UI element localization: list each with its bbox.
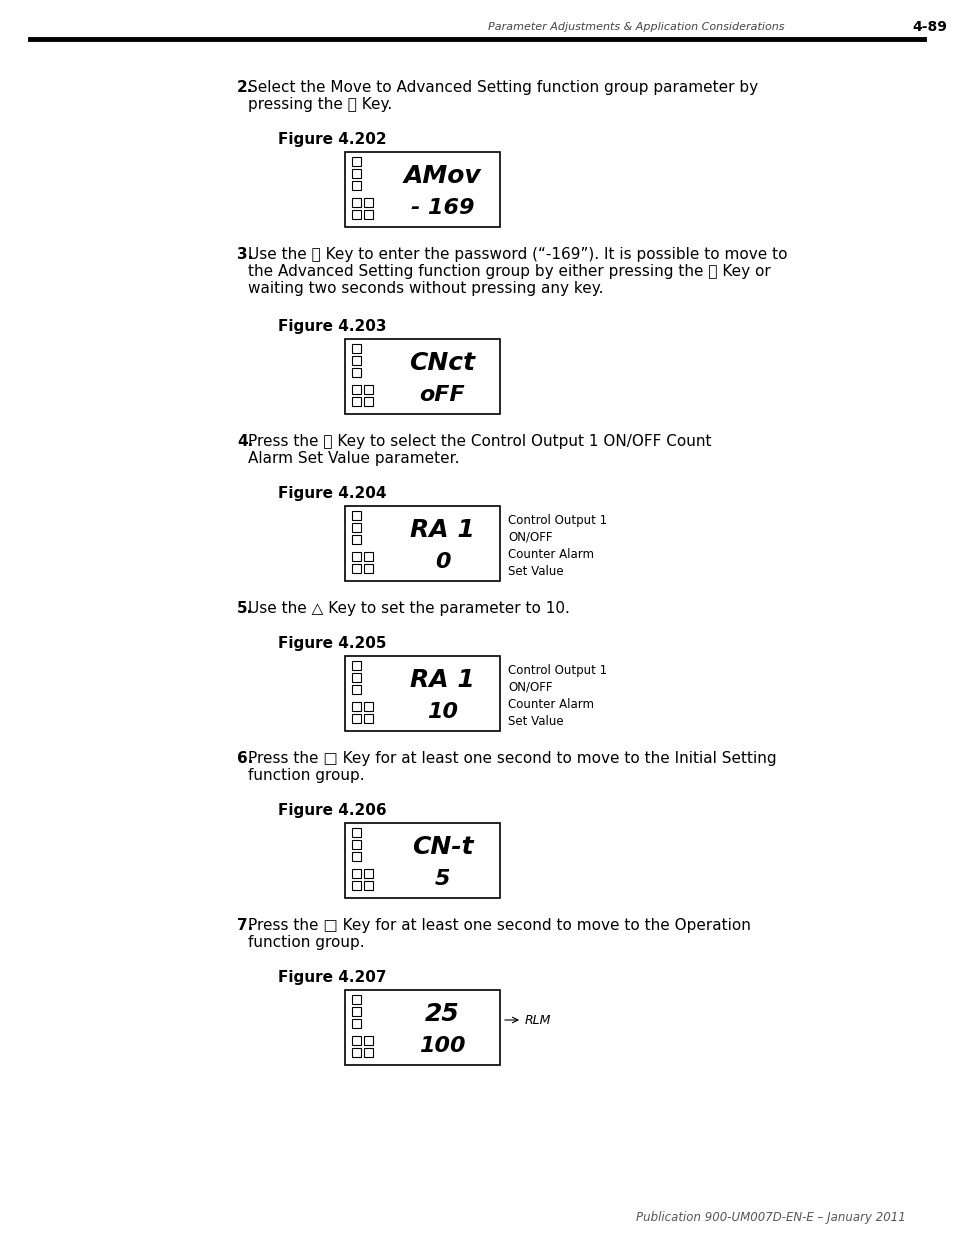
Text: 0: 0 <box>435 552 450 572</box>
Text: RLM: RLM <box>524 1014 551 1026</box>
Bar <box>352 169 360 178</box>
Text: Select the Move to Advanced Setting function group parameter by: Select the Move to Advanced Setting func… <box>248 80 758 95</box>
Bar <box>352 345 360 353</box>
Bar <box>364 210 373 219</box>
Bar <box>352 1019 360 1028</box>
Text: 6.: 6. <box>236 751 253 766</box>
Text: Figure 4.206: Figure 4.206 <box>277 803 386 818</box>
Text: CNct: CNct <box>409 351 475 375</box>
Text: 4.: 4. <box>236 433 253 450</box>
Bar <box>352 852 360 861</box>
Bar <box>352 396 360 406</box>
Text: 4-89: 4-89 <box>911 20 946 35</box>
Text: Press the □ Key for at least one second to move to the Initial Setting: Press the □ Key for at least one second … <box>248 751 776 766</box>
Bar <box>364 198 373 207</box>
Text: Figure 4.202: Figure 4.202 <box>277 132 386 147</box>
Bar <box>352 1036 360 1045</box>
Bar <box>352 701 360 711</box>
Text: oFF: oFF <box>419 385 465 405</box>
Bar <box>352 198 360 207</box>
Text: Use the △ Key to set the parameter to 10.: Use the △ Key to set the parameter to 10… <box>248 601 569 616</box>
Text: Publication 900-UM007D-EN-E – January 2011: Publication 900-UM007D-EN-E – January 20… <box>636 1210 904 1224</box>
Text: Alarm Set Value parameter.: Alarm Set Value parameter. <box>248 451 459 466</box>
Bar <box>352 385 360 394</box>
Bar <box>364 1049 373 1057</box>
Bar <box>352 661 360 671</box>
Bar <box>364 701 373 711</box>
Text: Control Output 1
ON/OFF
Counter Alarm
Set Value: Control Output 1 ON/OFF Counter Alarm Se… <box>507 514 606 578</box>
Text: Figure 4.207: Figure 4.207 <box>277 969 386 986</box>
Text: 7.: 7. <box>236 918 253 932</box>
Bar <box>364 1036 373 1045</box>
Text: Figure 4.204: Figure 4.204 <box>277 487 386 501</box>
Bar <box>352 685 360 694</box>
Bar <box>345 823 499 898</box>
Text: 25: 25 <box>425 1002 459 1026</box>
Text: Figure 4.203: Figure 4.203 <box>277 319 386 333</box>
Bar <box>352 564 360 573</box>
Text: Press the □ Key for at least one second to move to the Operation: Press the □ Key for at least one second … <box>248 918 750 932</box>
Text: 2.: 2. <box>236 80 253 95</box>
Text: pressing the ⓡ Key.: pressing the ⓡ Key. <box>248 98 392 112</box>
Bar <box>352 1007 360 1016</box>
Bar <box>352 827 360 837</box>
Bar <box>352 881 360 890</box>
Text: CN-t: CN-t <box>412 835 473 860</box>
Bar <box>364 396 373 406</box>
Text: 5.: 5. <box>236 601 253 616</box>
Text: Use the ⓖ Key to enter the password (“-169”). It is possible to move to: Use the ⓖ Key to enter the password (“-1… <box>248 247 786 262</box>
Bar <box>364 385 373 394</box>
Text: waiting two seconds without pressing any key.: waiting two seconds without pressing any… <box>248 282 603 296</box>
Bar <box>364 552 373 561</box>
Text: 3.: 3. <box>236 247 253 262</box>
Bar <box>345 338 499 414</box>
Bar <box>352 210 360 219</box>
Bar <box>364 869 373 878</box>
Bar <box>352 995 360 1004</box>
Bar <box>352 356 360 366</box>
Bar <box>345 990 499 1065</box>
Bar <box>364 881 373 890</box>
Bar <box>352 1049 360 1057</box>
Text: AMov: AMov <box>403 164 481 188</box>
Text: Figure 4.205: Figure 4.205 <box>277 636 386 651</box>
Bar <box>352 869 360 878</box>
Text: RA 1: RA 1 <box>410 668 475 692</box>
Text: Parameter Adjustments & Application Considerations: Parameter Adjustments & Application Cons… <box>488 22 783 32</box>
Bar <box>352 535 360 543</box>
Bar <box>345 152 499 227</box>
Bar <box>352 714 360 722</box>
Bar <box>352 511 360 520</box>
Bar <box>345 506 499 580</box>
Bar <box>352 182 360 190</box>
Bar <box>364 564 373 573</box>
Text: 5: 5 <box>435 869 450 889</box>
Text: Control Output 1
ON/OFF
Counter Alarm
Set Value: Control Output 1 ON/OFF Counter Alarm Se… <box>507 664 606 727</box>
Bar <box>352 368 360 377</box>
Text: - 169: - 169 <box>411 199 474 219</box>
Bar <box>352 522 360 532</box>
Bar <box>345 656 499 731</box>
Bar <box>352 157 360 165</box>
Text: RA 1: RA 1 <box>410 517 475 542</box>
Text: Press the ⓡ Key to select the Control Output 1 ON/OFF Count: Press the ⓡ Key to select the Control Ou… <box>248 433 711 450</box>
Text: function group.: function group. <box>248 768 364 783</box>
Bar <box>364 714 373 722</box>
Bar <box>352 552 360 561</box>
Text: 100: 100 <box>418 1036 465 1056</box>
Text: function group.: function group. <box>248 935 364 950</box>
Text: the Advanced Setting function group by either pressing the ⓡ Key or: the Advanced Setting function group by e… <box>248 264 770 279</box>
Text: 10: 10 <box>427 703 457 722</box>
Bar <box>352 673 360 682</box>
Bar <box>352 840 360 848</box>
